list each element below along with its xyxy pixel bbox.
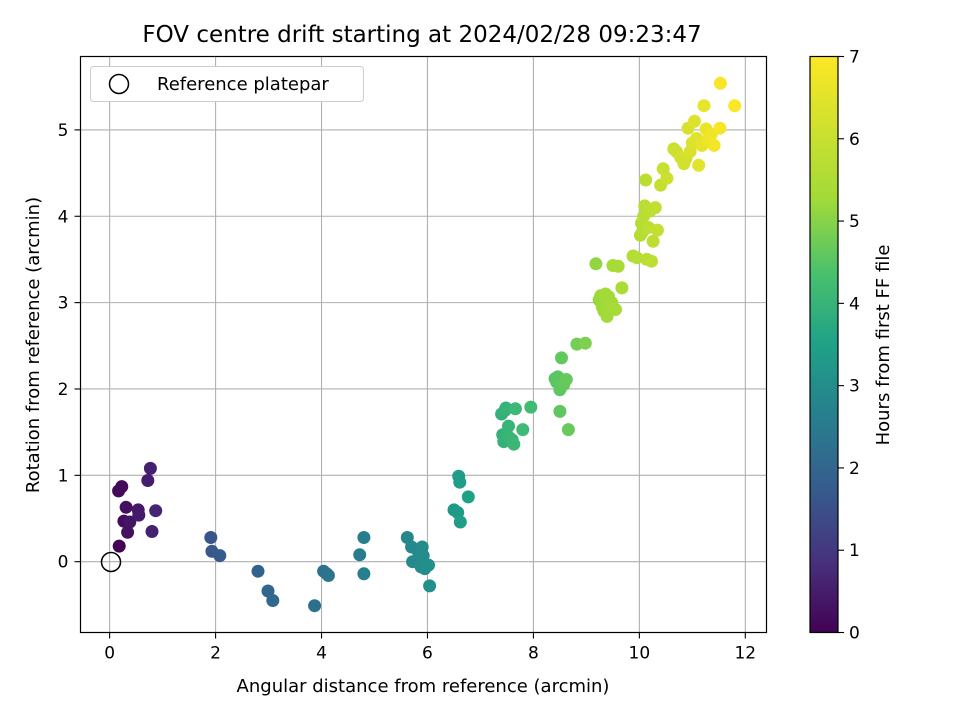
data-point — [453, 475, 467, 489]
data-point — [646, 234, 660, 248]
x-tick-label: 0 — [104, 644, 115, 664]
x-tick-label: 4 — [316, 644, 327, 664]
data-point — [416, 549, 430, 563]
data-point — [688, 114, 701, 128]
chart-title: FOV centre drift starting at 2024/02/28 … — [142, 22, 701, 48]
y-tick-label: 4 — [58, 207, 69, 227]
data-point — [423, 579, 437, 593]
colorbar-tick-label: 0 — [849, 624, 860, 644]
y-tick-label: 5 — [58, 121, 69, 141]
plot-frame — [79, 55, 768, 634]
colorbar-tick-label: 1 — [849, 541, 860, 561]
colorbar-tick-label: 4 — [849, 294, 860, 314]
data-point — [145, 525, 159, 538]
data-point — [119, 500, 133, 514]
x-axis-label: Angular distance from reference (arcmin) — [237, 676, 610, 697]
data-point — [115, 480, 129, 494]
data-point — [578, 336, 592, 350]
data-point — [516, 423, 530, 437]
colorbar-tick-label: 5 — [849, 212, 860, 232]
x-tick-label: 8 — [528, 644, 539, 664]
y-axis-ticks: 0 1 2 3 4 5 — [58, 121, 81, 573]
data-point — [713, 76, 727, 90]
x-tick-label: 10 — [629, 644, 651, 664]
x-tick-label: 2 — [210, 644, 221, 664]
data-point — [561, 423, 575, 437]
data-point — [502, 419, 515, 433]
data-point — [141, 474, 155, 487]
colorbar-label: Hours from first FF file — [873, 245, 894, 446]
data-points — [112, 76, 742, 613]
data-point — [353, 548, 367, 562]
y-tick-label: 0 — [58, 553, 69, 573]
data-point — [611, 259, 625, 273]
data-point — [266, 594, 280, 607]
reference-platepar-marker — [100, 551, 122, 573]
legend-box — [90, 66, 364, 102]
colorbar-tick-label: 6 — [849, 130, 860, 150]
data-point — [422, 558, 435, 572]
y-tick-label: 2 — [58, 380, 69, 400]
data-point — [251, 564, 265, 578]
data-point — [639, 173, 653, 187]
y-axis-label: Rotation from reference (arcmin) — [23, 197, 44, 493]
data-point — [123, 515, 137, 529]
data-point — [559, 373, 573, 386]
data-point — [499, 401, 513, 415]
colorbar-tick-label: 3 — [849, 377, 860, 397]
legend-entry-reference-platepar: Reference platepar — [157, 74, 329, 95]
data-point — [308, 599, 322, 613]
data-point — [728, 99, 742, 113]
data-point — [143, 461, 157, 475]
legend-marker — [108, 73, 130, 95]
data-point — [615, 281, 629, 295]
data-point — [121, 525, 135, 539]
data-point — [692, 158, 706, 172]
data-point — [589, 257, 603, 271]
data-point — [213, 549, 227, 563]
data-point — [660, 171, 674, 185]
y-tick-label: 3 — [58, 294, 69, 314]
legend: Reference platepar — [90, 66, 364, 102]
data-point — [648, 201, 662, 215]
data-point — [650, 223, 664, 237]
data-point — [461, 490, 475, 504]
x-axis-ticks: 0 2 4 6 8 10 12 — [104, 632, 756, 664]
data-point — [697, 99, 711, 113]
data-point — [555, 351, 568, 365]
data-point — [149, 504, 163, 518]
colorbar: 0 1 2 3 4 5 6 7 Hours from first FF file — [809, 48, 894, 644]
colorbar-ticks: 0 1 2 3 4 5 6 7 — [838, 48, 860, 644]
data-point — [507, 437, 521, 451]
data-point — [204, 531, 218, 544]
data-point — [357, 531, 371, 544]
data-point — [707, 138, 721, 152]
data-point — [112, 539, 126, 553]
x-tick-label: 12 — [734, 644, 756, 664]
data-point — [609, 303, 622, 316]
data-point — [321, 569, 335, 582]
data-point — [713, 121, 727, 135]
data-point — [508, 402, 522, 416]
x-tick-label: 6 — [422, 644, 433, 664]
colorbar-tick-label: 2 — [849, 459, 860, 479]
data-point — [524, 400, 538, 414]
y-tick-label: 1 — [58, 466, 69, 486]
data-point — [453, 515, 467, 529]
data-point — [553, 404, 567, 418]
data-point — [132, 508, 146, 522]
grid-lines — [80, 56, 767, 633]
data-point — [630, 251, 644, 265]
data-point — [645, 254, 658, 268]
colorbar-gradient — [809, 55, 839, 634]
colorbar-tick-label: 7 — [849, 48, 860, 68]
data-point — [357, 567, 371, 581]
